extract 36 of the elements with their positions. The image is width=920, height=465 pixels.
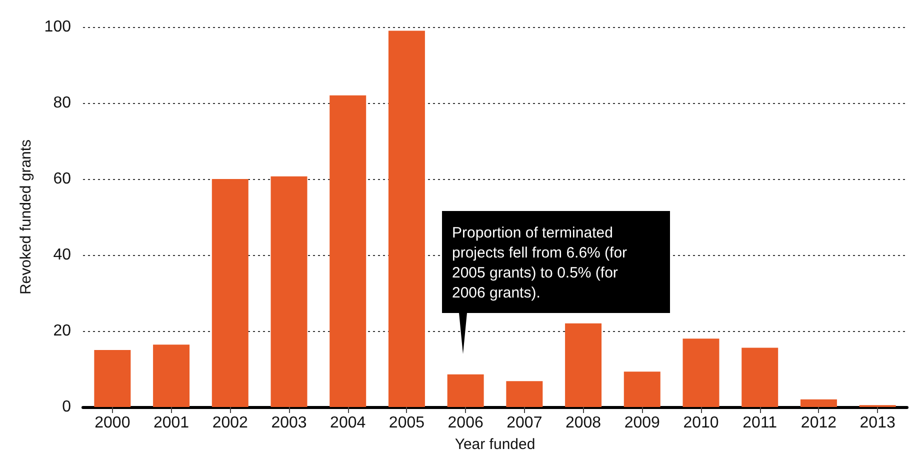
x-tick-label: 2013 xyxy=(860,414,896,432)
bar xyxy=(624,372,660,407)
bar xyxy=(565,323,602,407)
bar xyxy=(388,30,425,407)
bar xyxy=(506,381,543,407)
bar xyxy=(330,95,366,407)
y-tick-label: 80 xyxy=(53,94,72,112)
bar xyxy=(800,399,837,407)
x-tick-label: 2003 xyxy=(271,414,307,432)
y-tick-label: 0 xyxy=(62,398,72,416)
y-axis-title: Revoked funded grants xyxy=(17,139,34,295)
x-tick-label: 2002 xyxy=(212,414,248,432)
y-tick-label: 20 xyxy=(53,322,72,340)
x-tick-label: 2009 xyxy=(624,414,660,432)
x-tick-label: 2012 xyxy=(800,414,837,432)
bar xyxy=(212,179,248,407)
annotation: Proportion of terminated projects fell from 6.6% (for 2005 grants) to 0.5% (for 2006 grants). xyxy=(452,224,632,302)
bar xyxy=(682,338,720,407)
x-tick-label: 2011 xyxy=(742,414,778,432)
x-tick-label: 2010 xyxy=(683,414,719,432)
x-tick-label: 2000 xyxy=(94,414,130,432)
bar xyxy=(94,350,131,407)
bar xyxy=(270,176,308,407)
y-tick-label: 100 xyxy=(44,18,72,36)
bar xyxy=(447,374,484,407)
x-tick-label: 2004 xyxy=(330,414,366,432)
bar xyxy=(742,348,778,407)
bar xyxy=(153,344,190,407)
x-tick-label: 2006 xyxy=(448,414,484,432)
x-tick-label: 2007 xyxy=(506,414,542,432)
x-axis-title: Year funded xyxy=(454,436,536,453)
y-tick-label: 60 xyxy=(53,170,72,188)
x-tick-label: 2005 xyxy=(388,414,425,432)
x-tick-label: 2008 xyxy=(565,414,602,432)
x-tick-label: 2001 xyxy=(153,414,190,432)
y-tick-label: 40 xyxy=(53,246,72,264)
